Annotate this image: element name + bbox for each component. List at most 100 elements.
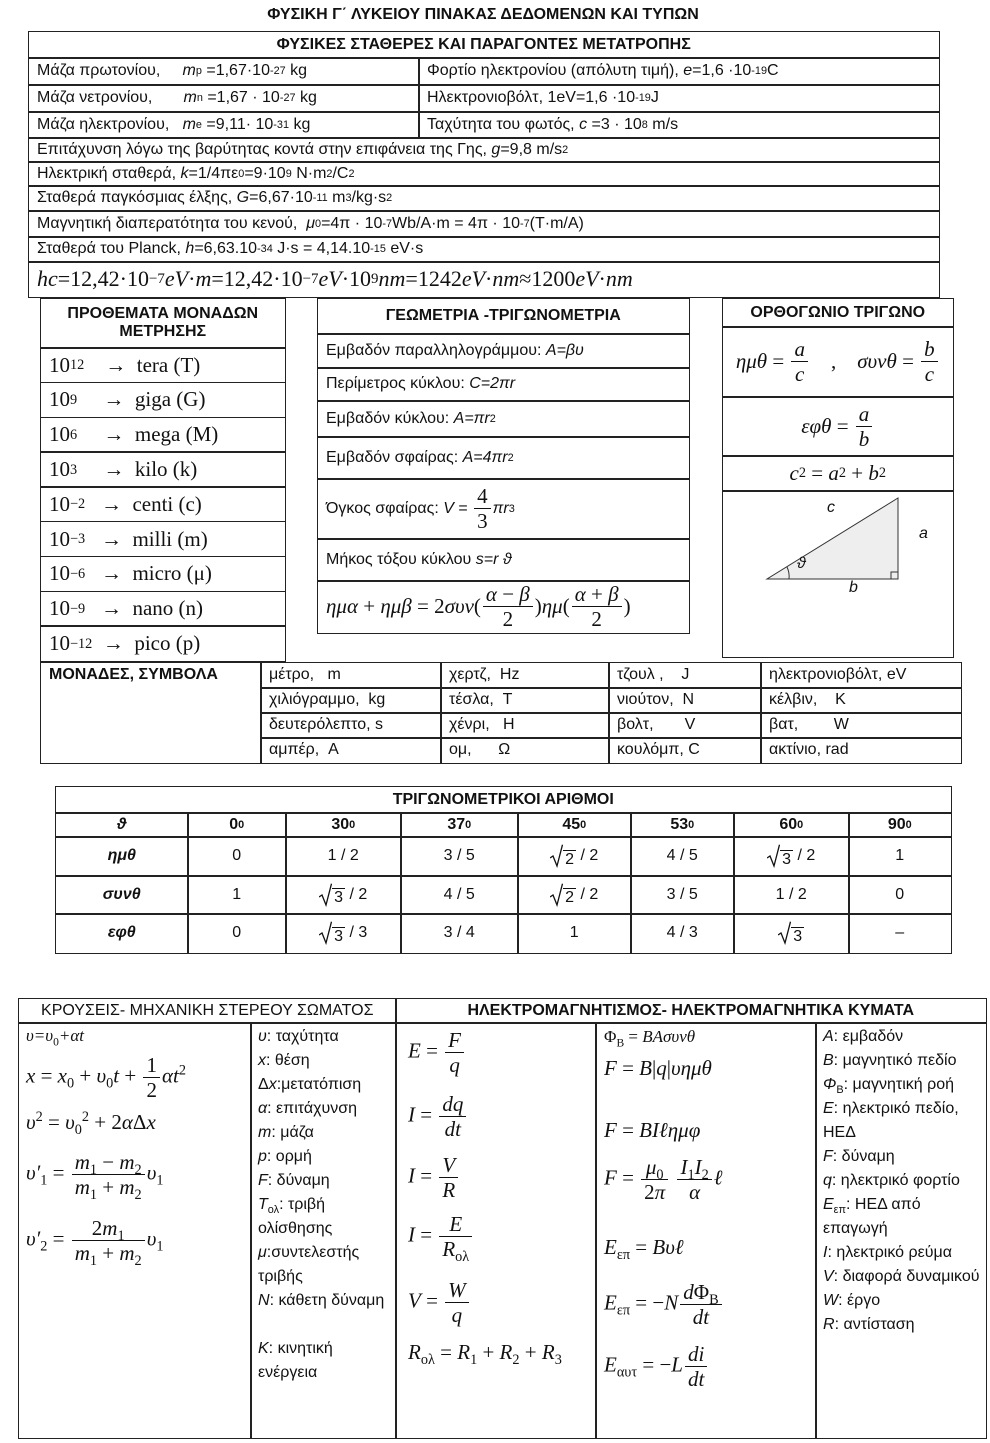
- text: 3 / 4: [443, 924, 475, 942]
- math-italic: K: [258, 1340, 269, 1357]
- denominator: q: [445, 1053, 464, 1077]
- math-italic: BIℓημφ: [639, 1118, 701, 1142]
- subscript: επ: [833, 1204, 847, 1217]
- text: =12,42·10: [57, 266, 149, 292]
- em-header: ΗΛΕΚΤΡΟΜΑΓΝΗΤΙΣΜΟΣ- ΗΛΕΚΤΡΟΜΑΓΝΗΤΙΚΑ ΚΥΜ…: [395, 998, 987, 1024]
- math-italic: υ: [26, 1110, 36, 1134]
- trig-cell: 3 / 2: [733, 836, 850, 877]
- text: =: [415, 1102, 438, 1127]
- square-root: 3: [767, 844, 794, 869]
- unit: ηλεκτρονιοβόλτ, eV: [769, 666, 907, 684]
- text: / 3: [345, 924, 368, 942]
- definition: m: μάζα: [258, 1121, 390, 1145]
- math-italic: εφθ: [801, 413, 832, 438]
- text: =6,67·10: [249, 189, 313, 207]
- math-italic: a: [858, 401, 870, 426]
- math-italic: α: [689, 1180, 701, 1205]
- trig-cell: 3 / 3: [285, 913, 402, 954]
- trig-cell: 3 / 2: [285, 875, 402, 915]
- text: =9,8 m/s: [500, 140, 563, 158]
- unit-cell: αμπέρ, A: [260, 737, 442, 764]
- text: 4 / 5: [443, 885, 475, 903]
- text: /kg·s: [351, 189, 387, 207]
- numerator: 4: [474, 484, 491, 510]
- trig-cell: 3 / 5: [630, 875, 735, 915]
- math-italic: ημθ: [107, 847, 136, 865]
- fraction: 2m1 m1 + m2: [71, 1216, 145, 1268]
- math-italic: BAσυνθ: [642, 1027, 696, 1046]
- superscript: 2: [81, 1109, 90, 1125]
- math-italic: V: [442, 1153, 456, 1177]
- constants-header: ΦΥΣΙΚΕΣ ΣΤΑΘΕΡΕΣ ΚΑΙ ΠΑΡΑΓΟΝΤΕΣ ΜΕΤΑΤΡΟΠ…: [28, 31, 940, 59]
- trig-cell: ημθ: [55, 836, 189, 877]
- text: m: [327, 189, 346, 207]
- math-italic: F: [604, 1056, 617, 1080]
- figure-label: a: [919, 525, 928, 542]
- subscript: επ: [616, 1302, 631, 1319]
- text: J·s = 4,14.10: [272, 240, 371, 258]
- math-italic: συνθ: [857, 349, 897, 374]
- numerator: m1 − m2: [71, 1150, 145, 1179]
- text: =: [831, 413, 854, 438]
- formula: F = BIℓημφ: [604, 1118, 700, 1143]
- constant-cell: Ηλεκτρονιοβόλτ, 1eV=1,6 ·10 -19 J: [418, 84, 940, 113]
- denominator: m1 + m2: [72, 1241, 145, 1268]
- text: / 2: [793, 847, 816, 865]
- math-italic: B: [823, 1052, 834, 1069]
- math-italic: m: [119, 1175, 135, 1200]
- math-italic: t: [113, 1063, 120, 1088]
- trig-cell: 3: [733, 913, 850, 954]
- superscript: 2: [178, 1062, 186, 1079]
- math-italic: x: [146, 1110, 156, 1134]
- denominator: 2: [483, 607, 533, 631]
- math-italic: c: [924, 362, 935, 387]
- math-italic: b: [924, 337, 935, 362]
- unit-cell: τζουλ , J: [608, 662, 762, 689]
- math-italic: I: [694, 1155, 702, 1179]
- math-italic: υ: [96, 1063, 107, 1088]
- definition: q: ηλεκτρικό φορτίο: [823, 1169, 981, 1193]
- text: 4 / 3: [666, 924, 698, 942]
- text: : μαγνητικό πεδίο: [833, 1052, 957, 1069]
- text: =: [630, 1235, 653, 1259]
- section-title: ΓΕΩΜΕΤΡΙΑ -ΤΡΙΓΩΝΟΜΕΤΡΙΑ: [385, 307, 621, 325]
- subscript: 0: [53, 1035, 59, 1049]
- text: 60: [779, 815, 798, 833]
- subscript: 0: [106, 1075, 114, 1092]
- geometry-row: Εμβαδόν παραλληλογράμμου: A=βυ: [317, 333, 690, 369]
- text: 2: [91, 1216, 103, 1240]
- math-italic: I: [408, 1222, 415, 1247]
- text: 2: [591, 607, 602, 632]
- text: : ταχύτητα: [266, 1028, 339, 1045]
- text: 2: [502, 607, 514, 632]
- formula: υ′2 = 2m1 m1 + m2 υ1: [26, 1216, 163, 1268]
- math-italic: m: [119, 1150, 135, 1174]
- triangle: [765, 497, 899, 580]
- unit-cell: κέλβιν, K: [760, 687, 962, 714]
- subscript: 2: [134, 1162, 142, 1179]
- text: /C: [332, 164, 349, 182]
- math-italic: υ′: [26, 1226, 41, 1251]
- fraction: dq dt: [439, 1092, 467, 1141]
- unit-cell: τέσλα, T: [440, 687, 610, 714]
- subscript: επ: [616, 1247, 631, 1264]
- denominator: 2: [572, 607, 622, 631]
- definition: V: διαφορά δυναμικού: [823, 1265, 981, 1289]
- text: −: [97, 1150, 120, 1174]
- denominator: dt: [439, 1117, 466, 1141]
- math-italic: p: [258, 1148, 267, 1165]
- text: : ηλεκτρικό πεδίο, ΗΕΔ: [823, 1100, 959, 1141]
- prefix-row: 10 3 → kilo (k): [40, 451, 286, 488]
- text: ·: [598, 266, 606, 292]
- text: → kilo (k): [77, 457, 198, 482]
- text: +: [845, 460, 869, 485]
- radicand: 2: [563, 888, 577, 907]
- trig-cell: 0: [848, 875, 952, 915]
- math-italic: T: [258, 1196, 268, 1213]
- constant-cell: Σταθερά παγκόσμιας έλξης, G =6,67·10 -11 m…: [28, 185, 940, 212]
- trig-header-cell: 45 0: [517, 812, 632, 838]
- text: =: [420, 1288, 444, 1313]
- math-italic: x: [268, 1076, 277, 1093]
